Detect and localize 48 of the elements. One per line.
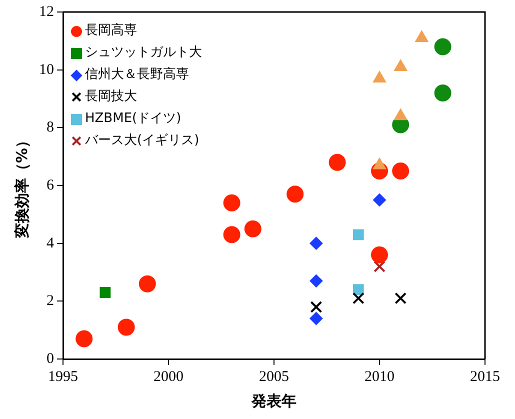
y-tick-label: 2 xyxy=(46,293,54,310)
point xyxy=(434,38,452,56)
point xyxy=(392,162,410,180)
point xyxy=(371,246,388,264)
point xyxy=(244,220,262,238)
point xyxy=(310,301,322,313)
y-tick-label: 8 xyxy=(46,120,54,136)
point xyxy=(372,71,386,83)
point xyxy=(434,84,452,102)
point xyxy=(352,284,364,296)
y-tick-label: 4 xyxy=(46,235,54,252)
point xyxy=(372,158,386,170)
point xyxy=(394,292,407,304)
x-tick-label: 2010 xyxy=(364,368,394,385)
legend-label: 信州大＆長野高専 xyxy=(85,66,189,84)
x-tick-label: 2015 xyxy=(470,368,500,385)
y-tick-label: 12 xyxy=(39,4,54,20)
point xyxy=(310,274,323,288)
x-tick-label: 2005 xyxy=(259,368,289,385)
point xyxy=(394,59,408,71)
point xyxy=(223,194,240,212)
point xyxy=(310,312,323,326)
x-axis-title: 発表年 xyxy=(250,392,296,410)
legend-label: バース大(イギリス) xyxy=(85,132,200,150)
y-tick-label: 0 xyxy=(46,350,54,367)
point xyxy=(100,287,111,298)
y-tick-label: 10 xyxy=(39,62,54,78)
point xyxy=(374,260,386,272)
y-tick-label: 6 xyxy=(46,177,54,194)
point xyxy=(328,154,346,171)
x-tick-label: 2000 xyxy=(154,368,184,385)
legend-label: シュツットガルト大 xyxy=(85,44,202,62)
legend-label: 長岡高専 xyxy=(85,22,137,40)
y-axis-title: 変換効率（%） xyxy=(12,132,31,240)
point xyxy=(394,108,408,120)
point xyxy=(286,186,304,203)
point xyxy=(223,226,240,244)
point xyxy=(138,275,156,292)
point xyxy=(76,330,93,348)
point xyxy=(415,30,428,42)
point xyxy=(373,193,386,206)
legend-label: 長岡技大 xyxy=(85,88,137,106)
point xyxy=(310,236,323,250)
legend-label: HZBME(ドイツ) xyxy=(85,110,182,128)
x-tick-label: 1995 xyxy=(48,368,78,385)
point xyxy=(352,229,364,240)
point xyxy=(352,292,364,304)
point xyxy=(118,318,135,336)
